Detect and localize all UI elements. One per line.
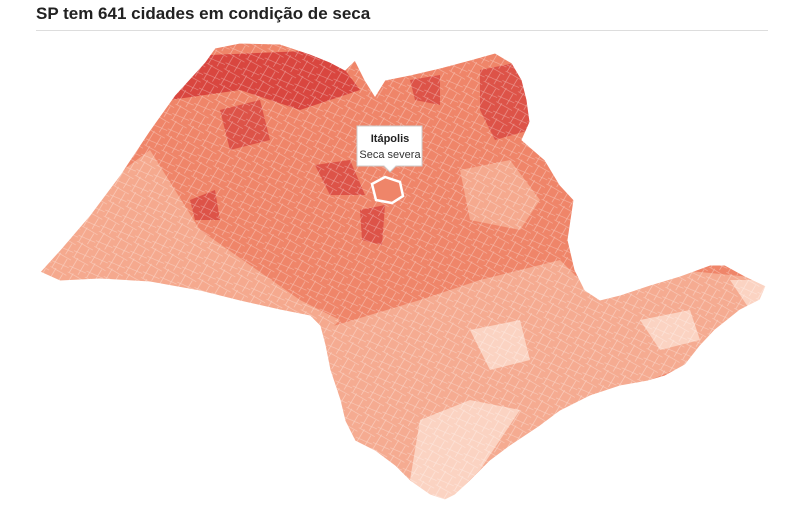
tooltip-name: Itápolis bbox=[371, 133, 410, 145]
tooltip: Itápolis Seca severa bbox=[356, 125, 423, 173]
tooltip-label: Seca severa bbox=[359, 149, 421, 161]
highlighted-city[interactable] bbox=[370, 175, 405, 205]
title: SP tem 641 cidades em condição de seca bbox=[36, 4, 371, 23]
title-rule bbox=[36, 30, 768, 31]
